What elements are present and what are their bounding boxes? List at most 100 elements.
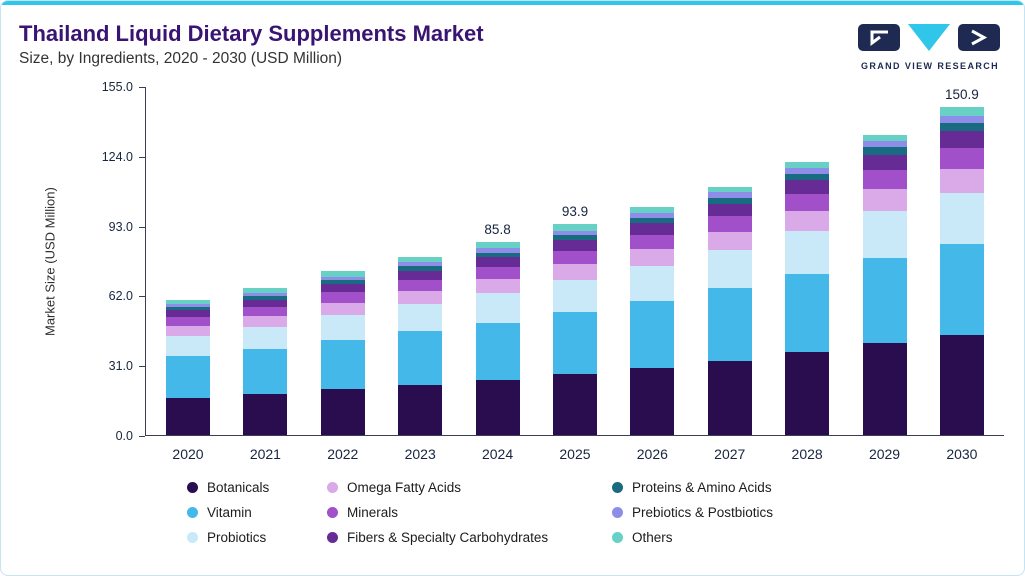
- segment-probiotics-2025: [552, 279, 597, 312]
- legend-dot-others: [612, 532, 623, 543]
- legend-label-probiotics: Probiotics: [207, 530, 267, 545]
- segment-omega-fatty-acids-2025: [552, 264, 597, 280]
- legend-item-prebiotics-postbiotics: Prebiotics & Postbiotics: [612, 505, 1004, 520]
- legend-item-probiotics: Probiotics: [187, 530, 327, 545]
- y-tick-mark: [139, 366, 145, 368]
- segment-probiotics-2021: [243, 327, 288, 350]
- bar-2026: 2026: [630, 87, 675, 462]
- segment-minerals-2029: [862, 169, 907, 189]
- x-axis-label-2027: 2027: [714, 446, 746, 462]
- legend-label-others: Others: [632, 530, 673, 545]
- segment-omega-fatty-acids-2030: [939, 168, 984, 193]
- segment-prebiotics-postbiotics-2030: [939, 115, 984, 124]
- segment-probiotics-2026: [630, 265, 675, 301]
- legend-label-omega-fatty-acids: Omega Fatty Acids: [347, 480, 462, 495]
- segment-omega-fatty-acids-2021: [243, 316, 288, 328]
- segment-others-2029: [862, 134, 907, 141]
- segment-probiotics-2028: [785, 231, 830, 274]
- y-tick-label: 31.0: [108, 359, 133, 374]
- segment-proteins-amino-acids-2026: [630, 217, 675, 224]
- bar-2028: 2028: [785, 87, 830, 462]
- segment-vitamin-2026: [630, 300, 675, 368]
- segment-minerals-2025: [552, 250, 597, 265]
- segment-proteins-amino-acids-2030: [939, 123, 984, 132]
- legend: Botanicals Omega Fatty Acids Proteins & Am…: [187, 480, 1004, 545]
- segment-others-2023: [398, 256, 443, 263]
- legend-dot-omega-fatty-acids: [327, 482, 338, 493]
- header-text: Thailand Liquid Dietary Supplements Mark…: [19, 15, 484, 68]
- bar-2029: 2029: [862, 87, 907, 462]
- segment-botanicals-2028: [785, 352, 830, 435]
- segment-prebiotics-postbiotics-2021: [243, 292, 288, 297]
- y-tick-mark: [139, 436, 145, 437]
- legend-label-minerals: Minerals: [347, 505, 399, 520]
- segment-prebiotics-postbiotics-2028: [785, 167, 830, 174]
- segment-botanicals-2029: [862, 343, 907, 435]
- y-tick-mark: [139, 226, 145, 228]
- segment-others-2028: [785, 161, 830, 168]
- segment-omega-fatty-acids-2029: [862, 188, 907, 211]
- bar-2030: 150.9 2030: [939, 87, 984, 462]
- legend-label-botanicals: Botanicals: [207, 480, 270, 495]
- data-label-2024: 85.8: [484, 222, 511, 238]
- segment-proteins-amino-acids-2028: [785, 173, 830, 181]
- segment-omega-fatty-acids-2022: [320, 303, 365, 315]
- y-tick-label: 0.0: [115, 429, 133, 443]
- x-axis-label-2021: 2021: [249, 446, 281, 462]
- y-tick-label: 93.0: [108, 219, 133, 234]
- segment-fibers-specialty-carbohydrates-2020: [166, 310, 210, 318]
- segment-proteins-amino-acids-2027: [707, 197, 752, 204]
- segment-prebiotics-postbiotics-2023: [398, 262, 443, 267]
- segment-vitamin-2025: [552, 311, 597, 375]
- data-label-2025: 93.9: [561, 204, 589, 220]
- segment-probiotics-2020: [166, 335, 210, 356]
- segment-minerals-2026: [630, 234, 675, 250]
- x-axis-label-2026: 2026: [636, 446, 668, 462]
- legend-label-proteins-amino-acids: Proteins & Amino Acids: [632, 480, 772, 495]
- segment-fibers-specialty-carbohydrates-2026: [630, 223, 675, 235]
- segment-prebiotics-postbiotics-2026: [630, 212, 675, 218]
- legend-dot-fibers-specialty-carbohydrates: [327, 532, 338, 543]
- legend-label-prebiotics-postbiotics: Prebiotics & Postbiotics: [632, 505, 774, 520]
- segment-omega-fatty-acids-2027: [707, 232, 752, 251]
- legend-dot-botanicals: [187, 482, 198, 493]
- segment-others-2027: [707, 186, 752, 193]
- segment-minerals-2024: [475, 266, 520, 280]
- segment-prebiotics-postbiotics-2024: [475, 248, 520, 253]
- segment-fibers-specialty-carbohydrates-2024: [475, 257, 520, 267]
- segment-others-2020: [166, 299, 210, 305]
- segment-minerals-2030: [939, 147, 984, 169]
- bar-2023: 2023: [398, 87, 443, 462]
- segment-omega-fatty-acids-2024: [475, 279, 520, 294]
- segment-fibers-specialty-carbohydrates-2028: [785, 180, 830, 194]
- y-tick-mark: [139, 156, 145, 158]
- segment-prebiotics-postbiotics-2029: [862, 140, 907, 148]
- segment-minerals-2021: [243, 307, 288, 317]
- bar-2024: 85.8 2024: [475, 87, 520, 462]
- y-tick-label: 62.0: [108, 289, 133, 304]
- x-axis-label-2030: 2030: [946, 446, 978, 462]
- segment-proteins-amino-acids-2029: [862, 147, 907, 155]
- segment-prebiotics-postbiotics-2027: [707, 192, 752, 198]
- segment-vitamin-2024: [475, 322, 520, 381]
- segment-botanicals-2022: [320, 389, 365, 435]
- segment-botanicals-2021: [243, 394, 288, 435]
- segment-botanicals-2027: [707, 360, 752, 435]
- segment-vitamin-2022: [320, 339, 365, 390]
- segment-botanicals-2025: [552, 374, 597, 435]
- segment-botanicals-2026: [630, 367, 675, 435]
- segment-others-2022: [320, 271, 365, 277]
- segment-vitamin-2023: [398, 331, 443, 385]
- segment-probiotics-2024: [475, 293, 520, 323]
- y-axis-ticks: 155.0 124.0 93.0 62.0 31.0 0.0: [81, 80, 145, 443]
- x-axis-label-2025: 2025: [559, 446, 591, 462]
- segment-probiotics-2029: [862, 210, 907, 258]
- page-subtitle: Size, by Ingredients, 2020 - 2030 (USD M…: [19, 50, 343, 67]
- x-axis-label-2028: 2028: [791, 446, 823, 462]
- segment-proteins-amino-acids-2025: [552, 235, 597, 241]
- segment-minerals-2023: [398, 279, 443, 292]
- top-accent-bar: [1, 1, 1024, 5]
- segment-omega-fatty-acids-2023: [398, 291, 443, 305]
- segment-minerals-2028: [785, 193, 830, 212]
